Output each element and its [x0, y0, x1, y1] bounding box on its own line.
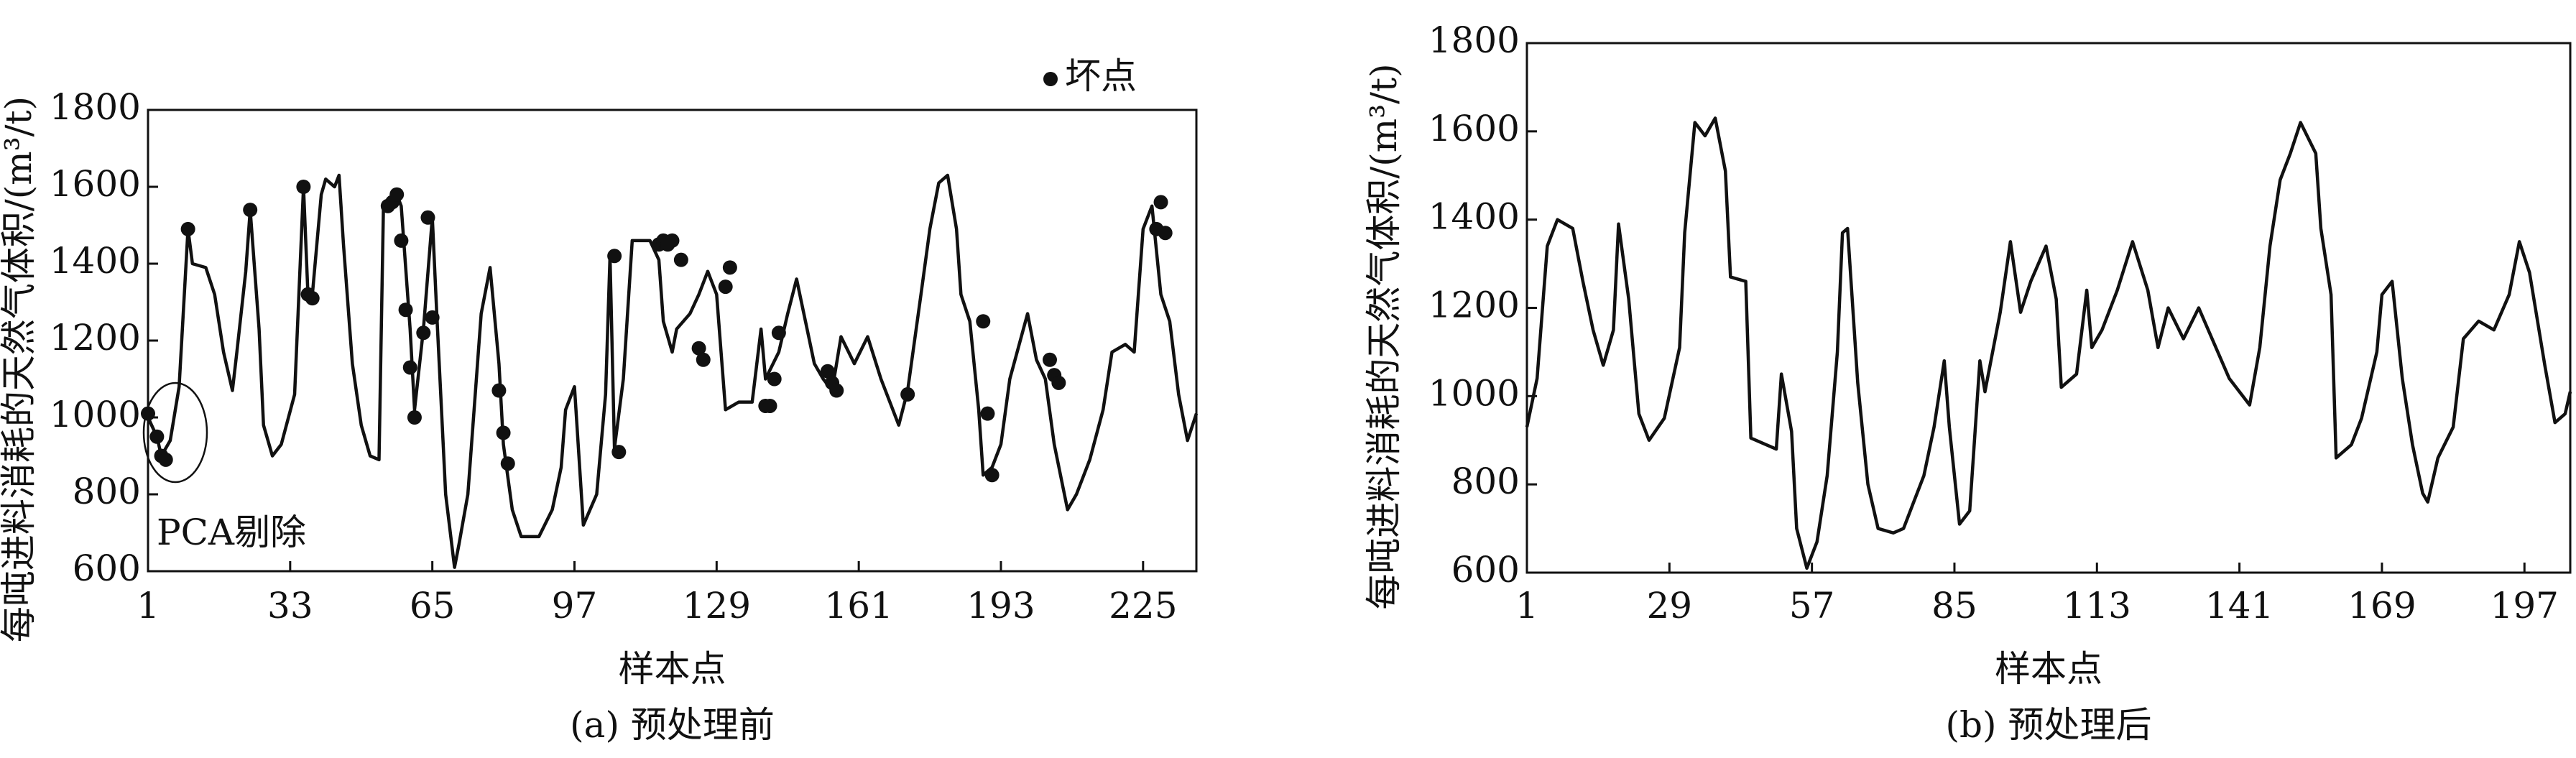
bad-point [158, 452, 173, 467]
y-tick-label: 1600 [50, 163, 141, 205]
x-tick-label: 113 [2063, 585, 2131, 627]
x-tick-label: 33 [267, 585, 313, 627]
bad-point [402, 360, 417, 375]
y-tick-label: 1600 [1428, 108, 1520, 149]
y-tick-label: 1400 [1428, 196, 1520, 238]
bad-point [407, 410, 422, 425]
x-tick-label: 141 [2205, 585, 2273, 627]
x-tick-label: 169 [2348, 585, 2416, 627]
x-axis-label: 样本点 [1995, 648, 2102, 690]
y-tick-label: 1800 [1428, 19, 1520, 61]
annotation: PCA剔除 [157, 512, 306, 553]
data-line [146, 173, 1199, 569]
bad-point [1158, 226, 1173, 241]
bad-point [296, 180, 311, 194]
bad-point [398, 302, 413, 318]
bad-point [611, 445, 627, 460]
bad-point [1051, 375, 1066, 390]
y-axis-label: 每吨进料消耗的天然气体积/(m³/t) [0, 96, 40, 642]
data-line [1525, 116, 2572, 570]
x-tick-label: 1 [1515, 585, 1538, 627]
bad-point [1153, 195, 1168, 210]
x-tick-label: 193 [966, 585, 1035, 627]
bad-point [420, 210, 435, 225]
bad-point [149, 429, 165, 444]
y-tick-label: 1400 [50, 240, 141, 282]
bad-point [673, 252, 688, 267]
bad-point [425, 310, 440, 325]
legend-marker [1043, 72, 1058, 86]
y-tick-label: 600 [1451, 549, 1520, 591]
bad-point [305, 291, 320, 306]
caption: (b) 预处理后 [1946, 704, 2152, 746]
x-tick-label: 129 [683, 585, 751, 627]
x-tick-label: 97 [552, 585, 598, 627]
y-axis-label: 每吨进料消耗的天然气体积/(m³/t) [1363, 63, 1405, 609]
x-tick-label: 197 [2490, 585, 2559, 627]
bad-point [389, 187, 405, 202]
bad-point [500, 456, 515, 471]
y-tick-label: 1000 [1428, 372, 1520, 414]
bad-point [820, 364, 835, 379]
bad-point [416, 325, 431, 341]
x-tick-label: 29 [1647, 585, 1693, 627]
y-tick-label: 1200 [1428, 285, 1520, 326]
x-tick-label: 57 [1789, 585, 1835, 627]
bad-point [691, 341, 706, 356]
bad-point [771, 325, 786, 341]
bad-point [394, 233, 409, 248]
bad-point [607, 249, 622, 264]
y-tick-label: 1200 [50, 317, 141, 359]
bad-point [976, 314, 991, 329]
bad-point [718, 279, 733, 295]
bad-point [665, 233, 680, 248]
y-tick-label: 1800 [50, 86, 141, 128]
annotation-ellipse [142, 382, 208, 484]
bad-point [722, 260, 737, 275]
x-axis-label: 样本点 [619, 648, 726, 690]
x-tick-label: 1 [137, 585, 160, 627]
bad-point [243, 203, 258, 218]
bad-point [496, 425, 511, 440]
bad-point [900, 387, 915, 402]
plot-frame [147, 108, 1198, 573]
x-tick-label: 65 [410, 585, 456, 627]
x-tick-label: 85 [1931, 585, 1977, 627]
x-tick-label: 225 [1109, 585, 1177, 627]
y-tick-label: 800 [73, 471, 141, 512]
bad-point [980, 406, 995, 421]
y-tick-label: 600 [73, 547, 141, 589]
bad-point [762, 398, 777, 413]
bad-point [491, 383, 507, 398]
bad-point [696, 352, 711, 367]
legend-label: 坏点 [1065, 55, 1137, 97]
plot-frame [1525, 42, 2572, 574]
caption: (a) 预处理前 [570, 704, 775, 746]
bad-point [767, 371, 782, 387]
x-tick-label: 161 [824, 585, 892, 627]
y-tick-label: 800 [1451, 461, 1520, 502]
bad-point [1042, 352, 1057, 367]
bad-point [180, 221, 195, 236]
bad-point [829, 383, 844, 398]
bad-point [984, 468, 1000, 483]
y-tick-label: 1000 [50, 394, 141, 435]
